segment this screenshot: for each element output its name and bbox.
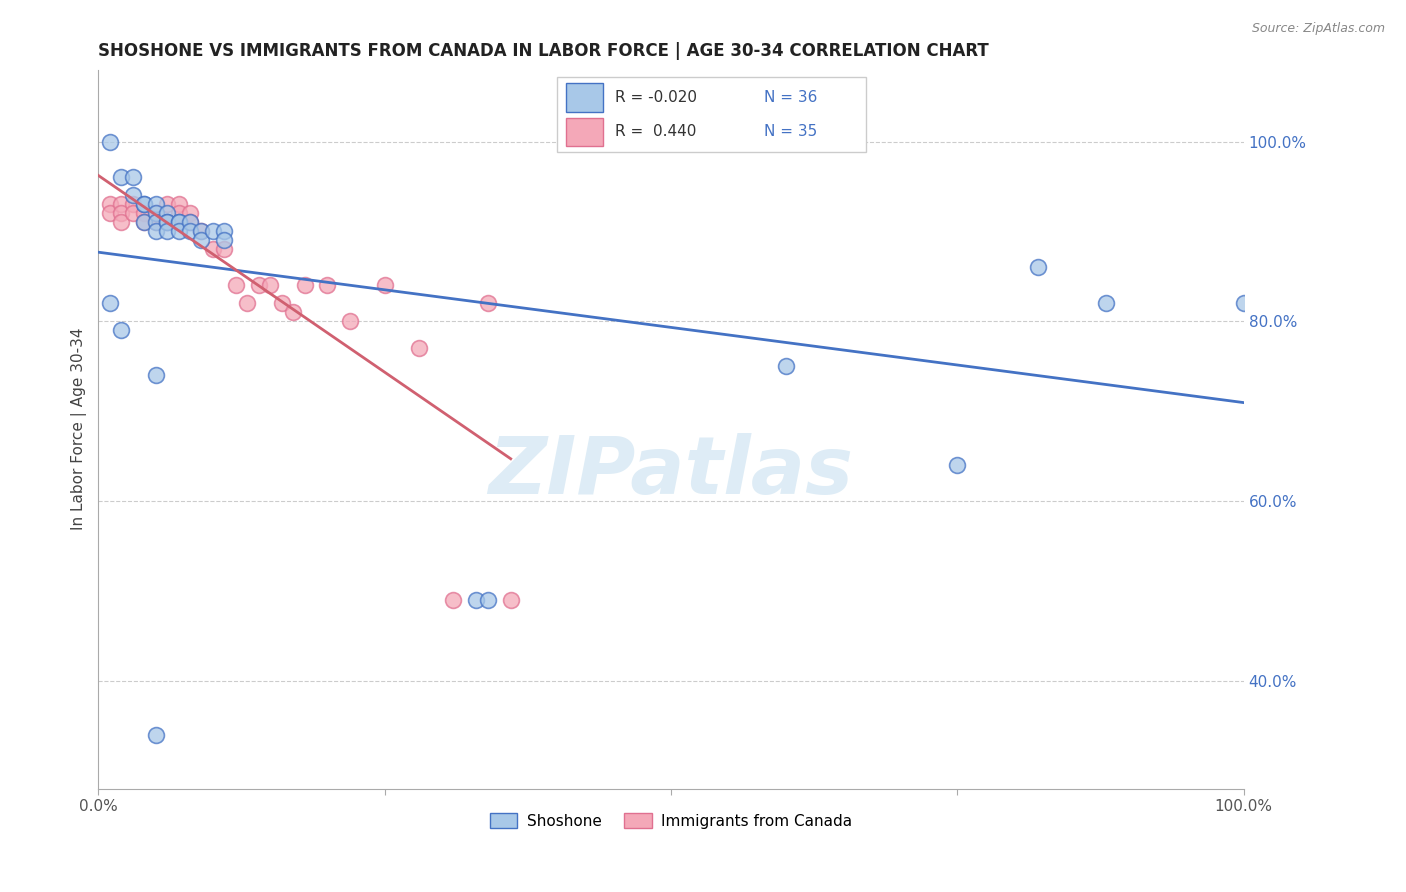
- Point: [156, 215, 179, 229]
- Point: [98, 206, 121, 220]
- Point: [110, 206, 132, 220]
- Point: [121, 170, 143, 185]
- Point: [156, 197, 179, 211]
- Point: [316, 278, 339, 293]
- Point: [121, 197, 143, 211]
- Point: [134, 197, 156, 211]
- Point: [775, 359, 797, 374]
- Point: [201, 224, 224, 238]
- Point: [477, 592, 499, 607]
- Point: [145, 224, 167, 238]
- Text: ZIPatlas: ZIPatlas: [488, 434, 853, 511]
- Point: [190, 224, 212, 238]
- Point: [134, 215, 156, 229]
- Point: [1095, 296, 1118, 310]
- Point: [110, 170, 132, 185]
- Point: [134, 206, 156, 220]
- Point: [499, 592, 522, 607]
- Text: SHOSHONE VS IMMIGRANTS FROM CANADA IN LABOR FORCE | AGE 30-34 CORRELATION CHART: SHOSHONE VS IMMIGRANTS FROM CANADA IN LA…: [98, 42, 988, 60]
- Point: [145, 215, 167, 229]
- Point: [179, 206, 201, 220]
- Point: [339, 314, 361, 328]
- Point: [179, 215, 201, 229]
- Point: [214, 233, 236, 247]
- Point: [145, 728, 167, 742]
- Point: [477, 296, 499, 310]
- Point: [281, 305, 304, 319]
- Point: [179, 215, 201, 229]
- Point: [167, 215, 190, 229]
- Point: [156, 206, 179, 220]
- Legend: Shoshone, Immigrants from Canada: Shoshone, Immigrants from Canada: [484, 807, 858, 835]
- Point: [98, 296, 121, 310]
- Point: [156, 224, 179, 238]
- Point: [247, 278, 270, 293]
- Point: [214, 224, 236, 238]
- Point: [134, 215, 156, 229]
- Point: [214, 243, 236, 257]
- Point: [145, 368, 167, 383]
- Point: [190, 224, 212, 238]
- Point: [98, 197, 121, 211]
- Point: [201, 243, 224, 257]
- Point: [156, 215, 179, 229]
- Point: [145, 206, 167, 220]
- Point: [156, 215, 179, 229]
- Point: [134, 197, 156, 211]
- Point: [270, 296, 292, 310]
- Point: [145, 206, 167, 220]
- Y-axis label: In Labor Force | Age 30-34: In Labor Force | Age 30-34: [72, 328, 87, 531]
- Point: [294, 278, 316, 293]
- Point: [167, 206, 190, 220]
- Point: [441, 592, 464, 607]
- Point: [225, 278, 247, 293]
- Point: [167, 215, 190, 229]
- Point: [167, 215, 190, 229]
- Point: [236, 296, 259, 310]
- Point: [374, 278, 396, 293]
- Point: [1026, 260, 1049, 275]
- Point: [110, 215, 132, 229]
- Point: [1233, 296, 1256, 310]
- Point: [110, 197, 132, 211]
- Point: [98, 135, 121, 149]
- Point: [167, 197, 190, 211]
- Point: [465, 592, 488, 607]
- Point: [110, 323, 132, 337]
- Point: [145, 197, 167, 211]
- Point: [145, 215, 167, 229]
- Text: Source: ZipAtlas.com: Source: ZipAtlas.com: [1251, 22, 1385, 36]
- Point: [121, 206, 143, 220]
- Point: [121, 188, 143, 202]
- Point: [179, 224, 201, 238]
- Point: [167, 224, 190, 238]
- Point: [408, 341, 430, 355]
- Point: [190, 233, 212, 247]
- Point: [946, 458, 969, 472]
- Point: [259, 278, 281, 293]
